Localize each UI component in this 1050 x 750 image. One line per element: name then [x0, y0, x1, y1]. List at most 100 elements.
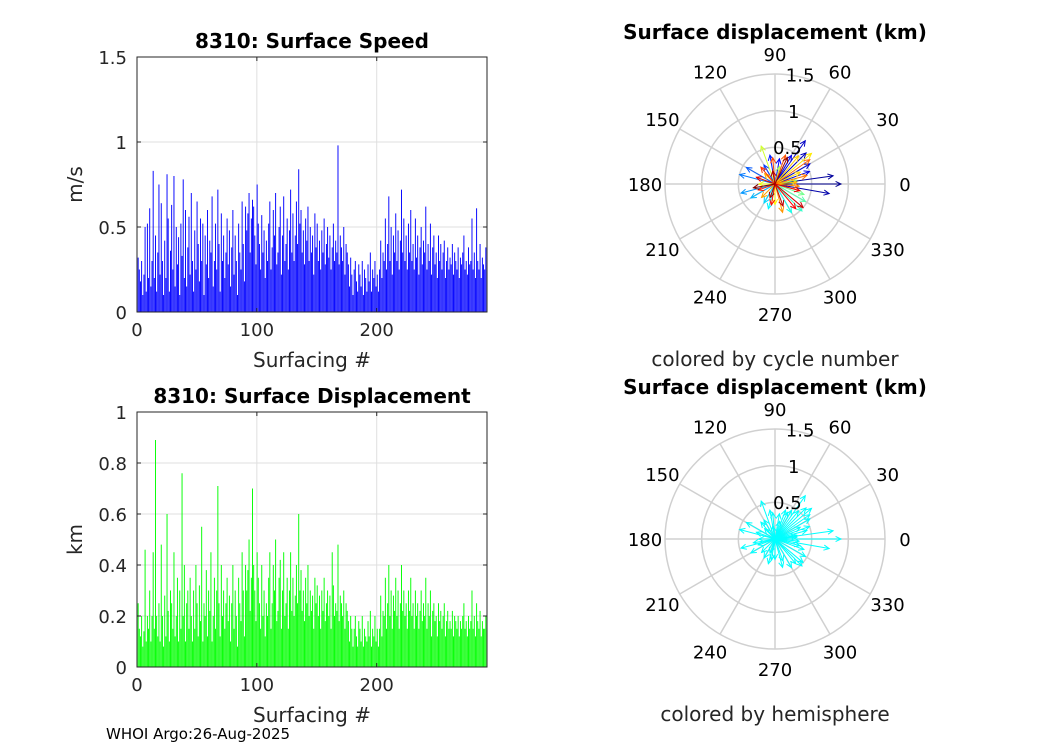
- y-tick-label: 0.5: [98, 218, 127, 239]
- vector-arrowhead: [803, 158, 811, 166]
- displacement-vector: [774, 526, 801, 540]
- x-tick-label: 200: [360, 320, 394, 341]
- angle-tick-label: 60: [829, 417, 852, 438]
- displacement-vector: [774, 183, 830, 195]
- vector-arrowhead: [770, 156, 777, 164]
- vector-arrowhead: [791, 179, 799, 186]
- displacement-vector: [774, 495, 806, 540]
- displacement-vector: [774, 529, 808, 540]
- polar-hemisphere-chart: 0 30 60 90 120 150 180 210 240 270 300 330 0.5 1 1.5 Su…: [623, 375, 927, 726]
- vector-arrowhead: [797, 201, 804, 209]
- vector-arrowhead: [757, 185, 765, 192]
- vector-arrowhead: [793, 186, 801, 193]
- plot-area: [137, 57, 487, 312]
- x-tick-label: 0: [131, 675, 142, 696]
- vector-arrowhead: [738, 527, 746, 534]
- y-tick-label: 0.6: [98, 505, 127, 526]
- angle-tick-label: 180: [628, 175, 662, 196]
- displacement-vector: [746, 167, 776, 185]
- vector-arrowhead: [755, 531, 763, 537]
- vector-arrowhead: [805, 152, 813, 160]
- angle-tick-label: 270: [758, 305, 792, 326]
- displacement-vector: [774, 183, 797, 210]
- vector-arrowhead: [752, 538, 760, 545]
- vector-arrowhead: [794, 526, 802, 533]
- y-tick-label: 1: [116, 403, 127, 424]
- vector-arrowhead: [793, 541, 801, 548]
- vector-arrowhead: [757, 540, 765, 547]
- vector-arrowhead: [794, 171, 802, 178]
- displacement-vector: [753, 183, 776, 189]
- vector-arrowhead: [738, 172, 746, 179]
- displacement-vector: [774, 152, 807, 185]
- displacement-vector: [774, 183, 792, 213]
- displacement-chart: 0 100 200 0 0.2 0.4 0.6 0.8 1 8310: Surface Displ…: [63, 384, 488, 727]
- vector-arrowhead: [760, 500, 766, 508]
- angle-tick-label: 90: [764, 400, 787, 421]
- vector-arrowhead: [770, 169, 777, 177]
- vector-arrowhead: [793, 537, 801, 544]
- displacement-vector: [763, 164, 776, 185]
- displacement-vector: [774, 140, 806, 185]
- angle-tick-label: 30: [876, 465, 899, 486]
- displacement-vector: [772, 170, 776, 185]
- vector-arrowhead: [755, 176, 763, 182]
- angle-tick-label: 240: [693, 643, 727, 664]
- vector-arrowhead: [752, 183, 760, 190]
- vector-arrowhead: [739, 188, 747, 195]
- vector-arrowhead: [799, 494, 806, 502]
- displacement-vector: [760, 145, 776, 185]
- vector-arrowhead: [778, 555, 785, 563]
- angle-tick-label: 120: [693, 62, 727, 83]
- angle-tick-label: 210: [645, 595, 679, 616]
- radius-tick-label: 0.5: [773, 138, 802, 159]
- vector-arrowhead: [823, 189, 831, 196]
- displacement-vector: [774, 518, 811, 540]
- angle-tick-label: 0: [899, 530, 910, 551]
- displacement-vector: [761, 183, 776, 198]
- vector-arrowhead: [827, 173, 835, 180]
- vector-arrowhead: [799, 196, 807, 203]
- displacement-vector: [774, 538, 806, 558]
- angle-tick-label: 330: [870, 595, 904, 616]
- vector-arrowhead: [799, 551, 807, 558]
- vector-arrowhead: [763, 552, 770, 560]
- radius-tick-label: 1: [788, 457, 799, 478]
- displacement-vector: [774, 536, 797, 540]
- speed-chart: 0 100 200 0 0.5 1 1.5 8310: Surface Speed Surfac…: [63, 29, 488, 372]
- vector-arrowhead: [766, 557, 773, 565]
- displacement-vector: [774, 538, 800, 542]
- vector-arrowhead: [771, 553, 779, 561]
- y-tick-label: 0.4: [98, 556, 127, 577]
- x-tick-label: 100: [240, 675, 274, 696]
- angle-tick-label: 90: [764, 45, 787, 66]
- displacement-vector: [761, 538, 776, 553]
- y-tick-label: 0.2: [98, 607, 127, 628]
- vector-arrowhead: [775, 512, 782, 520]
- vector-arrowhead: [760, 546, 768, 554]
- vector-arrowhead: [827, 528, 835, 535]
- displacement-vector: [739, 174, 776, 185]
- vector-arrowhead: [782, 511, 788, 519]
- vector-arrowhead: [768, 191, 775, 199]
- displacement-vector: [774, 538, 800, 547]
- angle-tick-label: 60: [829, 62, 852, 83]
- vector-arrowhead: [763, 527, 771, 535]
- angle-tick-label: 240: [693, 288, 727, 309]
- vector-arrowhead: [760, 521, 767, 529]
- axes-frame: [136, 56, 488, 313]
- vector-arrowhead: [749, 192, 757, 199]
- displacement-vector: [774, 510, 799, 540]
- vector-arrowhead: [805, 507, 813, 515]
- angle-tick-label: 150: [645, 110, 679, 131]
- vector-arrowhead: [778, 206, 785, 214]
- vector-arrowhead: [763, 172, 771, 180]
- vector-arrowhead: [775, 157, 782, 165]
- vector-arrowhead: [799, 139, 806, 147]
- x-axis-label: Surfacing #: [253, 348, 371, 372]
- displacement-vector: [774, 157, 788, 185]
- vector-arrowhead: [769, 554, 776, 562]
- y-tick-label: 0: [116, 303, 127, 324]
- y-tick-label: 0: [116, 658, 127, 679]
